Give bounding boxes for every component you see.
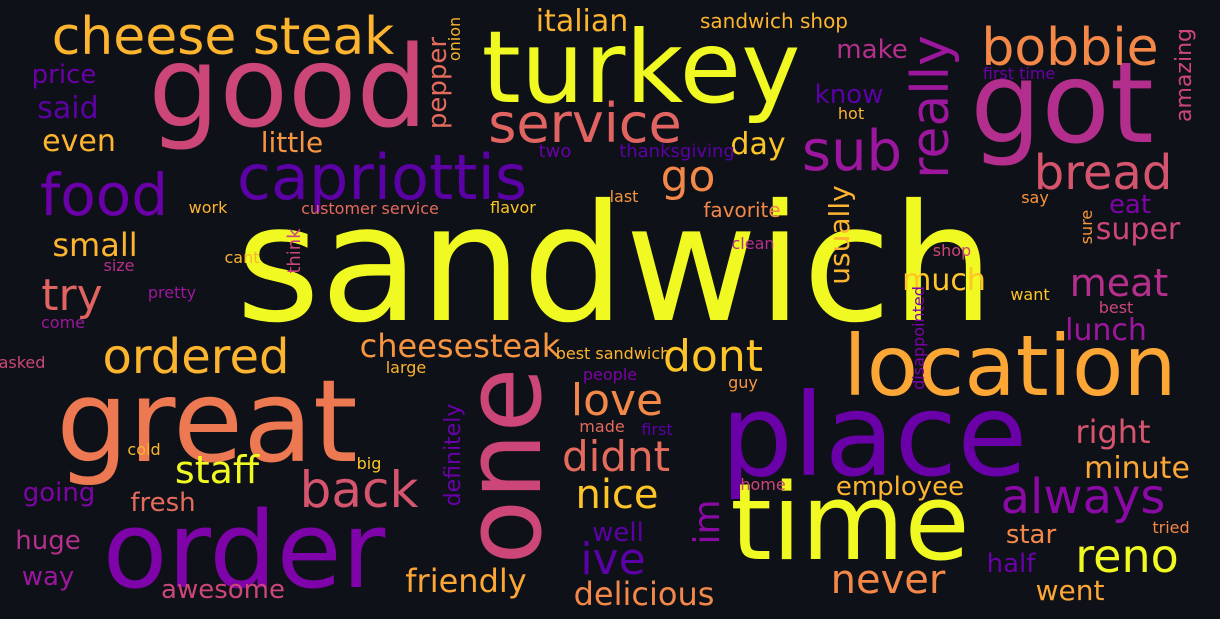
word-flavor: flavor — [490, 198, 536, 217]
word-cold: cold — [127, 440, 161, 459]
word-awesome: awesome — [161, 575, 285, 605]
word-cant: cant — [224, 248, 260, 267]
word-reno: reno — [1075, 529, 1179, 583]
word-first-time: first time — [982, 64, 1056, 83]
word-friendly: friendly — [405, 562, 527, 600]
word-half: half — [986, 549, 1036, 579]
word-think: think — [284, 228, 305, 274]
word-time: time — [730, 461, 970, 584]
word-eat: eat — [1108, 190, 1152, 220]
word-turkey: turkey — [481, 9, 801, 126]
word-staff: staff — [174, 448, 260, 492]
word-disappointed: disappointed — [909, 286, 928, 390]
word-much: much — [902, 263, 986, 298]
word-go: go — [660, 151, 716, 202]
word-fresh: fresh — [130, 488, 196, 518]
word-work: work — [188, 198, 228, 217]
word-employee: employee — [835, 472, 965, 502]
word-super: super — [1095, 212, 1181, 247]
word-dont: dont — [663, 331, 763, 382]
word-small: small — [52, 226, 138, 264]
word-little: little — [260, 126, 324, 159]
word-hot: hot — [837, 104, 865, 123]
word-asked: asked — [0, 353, 46, 372]
word-italian: italian — [535, 4, 629, 39]
word-best-sandwich: best sandwich — [555, 344, 671, 363]
word-capriottis: capriottis — [236, 141, 528, 214]
word-thanksgiving: thanksgiving — [619, 141, 735, 162]
word-order: order — [102, 489, 386, 612]
word-make: make — [836, 35, 908, 65]
word-sure: sure — [1077, 209, 1096, 245]
word-delicious: delicious — [573, 575, 715, 613]
word-tried: tried — [1152, 518, 1190, 537]
word-right: right — [1075, 413, 1151, 451]
word-customer-service: customer service — [301, 199, 439, 218]
word-sandwich: sandwich — [235, 171, 995, 359]
word-shop: shop — [932, 241, 972, 260]
word-star: star — [1005, 520, 1057, 550]
word-favorite: favorite — [703, 198, 781, 222]
word-back: back — [299, 461, 419, 519]
word-usually: usually — [823, 185, 856, 285]
word-always: always — [1000, 469, 1166, 525]
word-bread: bread — [1033, 145, 1173, 201]
word-even: even — [42, 124, 116, 159]
word-well: well — [592, 518, 644, 548]
word-amazing: amazing — [1172, 28, 1197, 122]
word-place: place — [720, 369, 1028, 502]
word-one: one — [442, 367, 565, 565]
word-food: food — [39, 161, 169, 229]
word-people: people — [582, 365, 638, 384]
word-love: love — [570, 375, 664, 426]
word-ordered: ordered — [102, 329, 290, 385]
word-im: im — [687, 499, 728, 545]
word-big: big — [356, 454, 382, 473]
word-didnt: didnt — [561, 432, 671, 481]
word-made: made — [579, 417, 625, 436]
word-great: great — [56, 355, 358, 488]
word-know: know — [814, 80, 884, 110]
word-price: price — [31, 60, 97, 90]
word-never: never — [830, 557, 946, 603]
word-really: really — [901, 35, 961, 179]
word-sub: sub — [801, 119, 903, 184]
word-got: got — [970, 39, 1154, 169]
word-onion: onion — [445, 16, 464, 62]
word-home: home — [740, 475, 786, 494]
word-huge: huge — [15, 526, 81, 556]
word-location: location — [843, 317, 1177, 415]
word-meat: meat — [1069, 261, 1169, 305]
word-large: large — [385, 358, 427, 377]
word-cheesesteak: cheesesteak — [359, 327, 561, 365]
word-pretty: pretty — [147, 283, 197, 302]
word-service: service — [488, 92, 682, 155]
word-lunch: lunch — [1065, 313, 1147, 348]
word-come: come — [40, 313, 86, 332]
word-best: best — [1098, 298, 1134, 317]
word-ive: ive — [580, 534, 646, 585]
word-clean: clean — [731, 234, 775, 253]
word-two: two — [538, 141, 572, 162]
word-good: good — [148, 23, 428, 153]
word-guy: guy — [728, 373, 758, 392]
word-first: first — [641, 420, 673, 439]
word-say: say — [1021, 188, 1049, 207]
word-sandwich-shop: sandwich shop — [699, 9, 849, 33]
word-went: went — [1035, 574, 1105, 607]
word-minute: minute — [1084, 451, 1190, 486]
word-said: said — [37, 91, 99, 126]
word-definitely: definitely — [441, 403, 466, 507]
word-day: day — [730, 127, 786, 162]
word-going: going — [22, 478, 96, 508]
word-nice: nice — [575, 472, 659, 518]
word-size: size — [103, 256, 135, 275]
word-cheese-steak: cheese steak — [51, 7, 395, 67]
word-way: way — [21, 562, 75, 592]
word-want: want — [1010, 285, 1050, 304]
word-try: try — [41, 270, 103, 321]
word-bobbie: bobbie — [981, 18, 1159, 78]
word-last: last — [609, 187, 639, 206]
